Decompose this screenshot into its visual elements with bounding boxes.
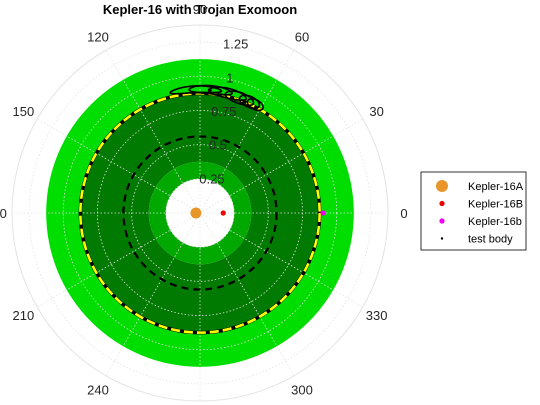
- tadpole-loop-2: [207, 86, 248, 101]
- series-point-kepler-16b: [220, 210, 226, 216]
- theta-tick-label: 150: [12, 104, 34, 119]
- theta-tick-label: 240: [87, 383, 109, 398]
- legend-label: Kepler-16B: [468, 199, 523, 211]
- theta-tick-label: 90: [193, 2, 207, 17]
- legend: Kepler-16A Kepler-16B Kepler-16b test body: [420, 171, 527, 251]
- tadpole-loop-1: [188, 84, 233, 96]
- grid-circle-4: [28, 41, 372, 385]
- polar-outer-circle: [11, 24, 389, 402]
- tadpole-loop-5: [246, 98, 264, 112]
- tadpole-loop-0: [169, 85, 223, 95]
- zone-ring-2: [148, 161, 252, 265]
- theta-tick-label: 60: [295, 29, 309, 44]
- series-point-kepler-16b: [320, 210, 326, 216]
- legend-marker: [440, 237, 444, 240]
- grid-circle-1: [131, 144, 269, 282]
- orbit-circle-1: [122, 135, 278, 291]
- tadpole-loop-4: [238, 94, 261, 110]
- legend-marker: [439, 200, 445, 207]
- theta-tick-label: 180: [0, 206, 7, 221]
- theta-tick-label: 30: [369, 104, 383, 119]
- r-tick-label: 1: [226, 70, 233, 85]
- grid-circle-0: [165, 178, 235, 248]
- r-tick-label: 0.25: [199, 171, 224, 186]
- r-tick-label: 0.5: [209, 138, 227, 153]
- legend-marker: [436, 180, 448, 192]
- r-tick-label: 0.75: [211, 104, 236, 119]
- r-tick-label: 1.25: [223, 37, 248, 52]
- plot-area: 0.250.50.7511.25030609012015018021024027…: [0, 2, 408, 402]
- series-point-test-body: [209, 89, 212, 92]
- chart-title: Kepler-16 with Trojan Exomoon: [103, 2, 297, 17]
- legend-marker: [439, 218, 445, 224]
- legend-label: Kepler-16b: [468, 216, 522, 228]
- tadpole-loop-3: [224, 90, 255, 107]
- series-point-kepler-16a: [190, 207, 202, 219]
- theta-tick-label: 330: [366, 308, 388, 323]
- theta-tick-label: 300: [291, 383, 313, 398]
- theta-tick-label: 0: [400, 206, 407, 221]
- legend-label: Kepler-16A: [468, 181, 524, 193]
- theta-tick-label: 210: [12, 308, 34, 323]
- legend-label: test body: [468, 234, 513, 246]
- zone-ring-1: [80, 93, 320, 333]
- legend-box: [420, 171, 527, 251]
- theta-tick-label: 120: [87, 29, 109, 44]
